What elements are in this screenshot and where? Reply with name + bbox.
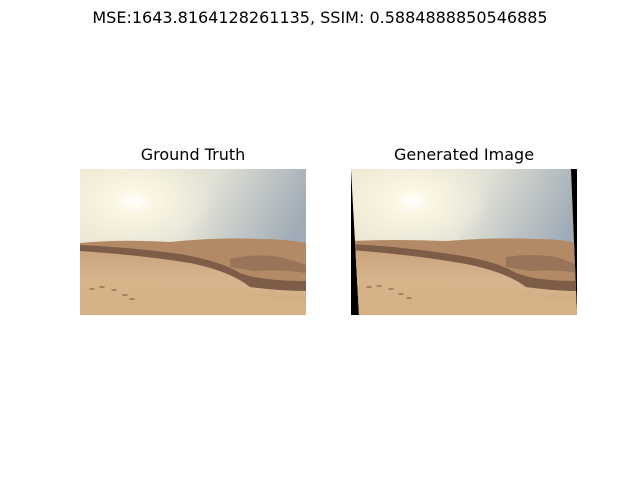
generated-desert-picture	[351, 169, 577, 315]
panel-title-ground-truth: Ground Truth	[140, 145, 246, 164]
panel-title-generated-image: Generated Image	[393, 145, 535, 164]
ground-truth-desert-picture	[80, 169, 306, 315]
figure-suptitle: MSE:1643.8164128261135, SSIM: 0.58848888…	[92, 8, 548, 27]
generated-image	[351, 169, 577, 315]
ground-truth-image	[80, 169, 306, 315]
